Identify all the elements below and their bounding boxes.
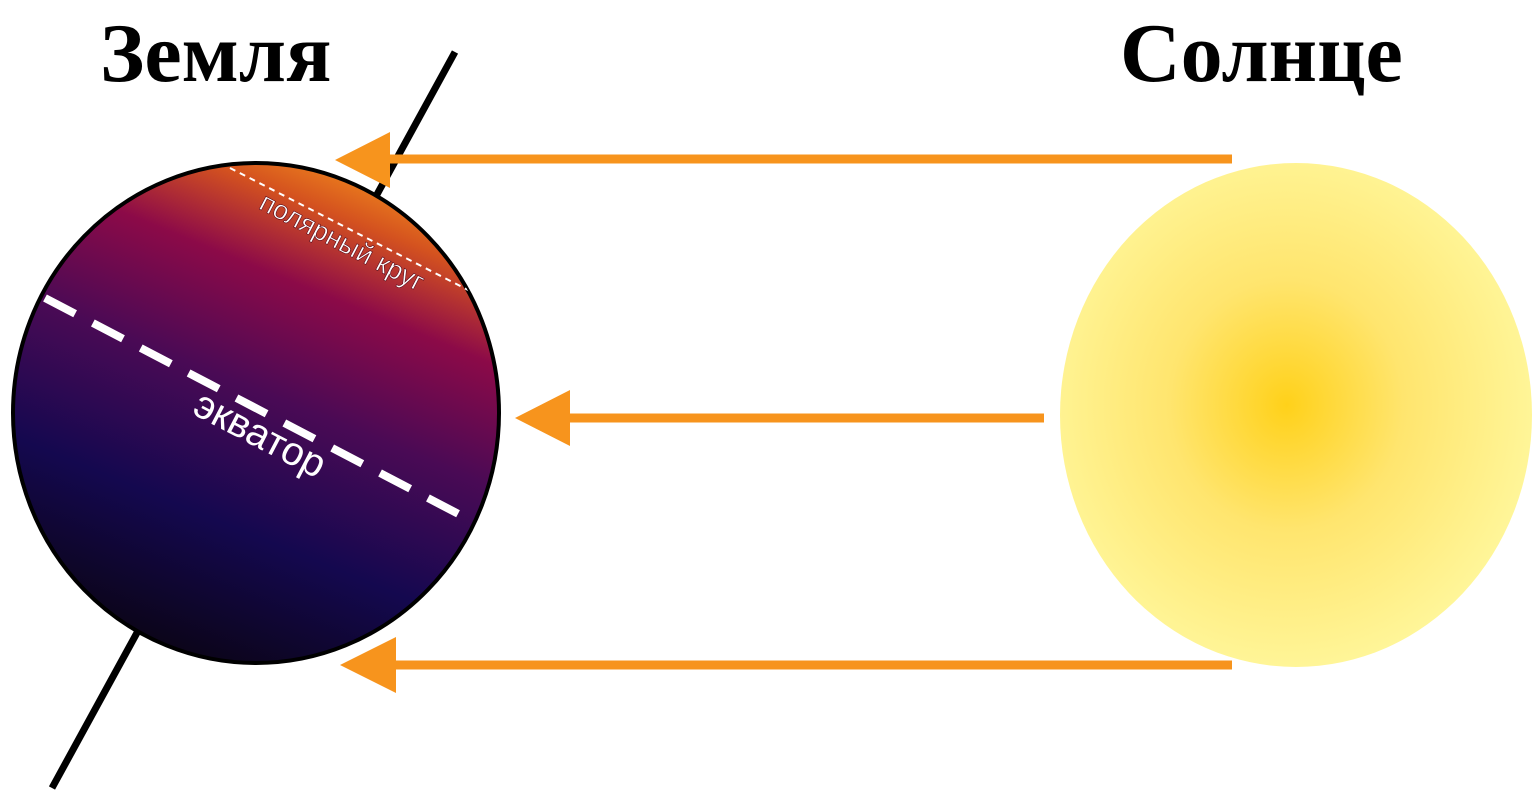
earth-title: Земля: [100, 7, 332, 100]
ray-arrowhead-top: [335, 132, 390, 188]
sun-title: Солнце: [1120, 7, 1403, 100]
earth-globe: [11, 161, 501, 665]
polar-circle-line: [229, 167, 473, 293]
sun-disc: [1060, 163, 1532, 667]
sunlight-rays: [335, 132, 1232, 693]
ray-arrowhead-bottom: [340, 637, 396, 693]
ray-arrowhead-middle: [515, 390, 570, 446]
equator-line: [43, 294, 472, 524]
